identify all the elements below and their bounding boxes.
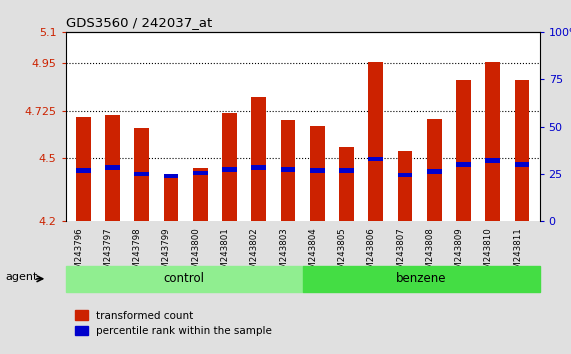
Bar [368,157,383,161]
Bar [485,158,500,162]
Text: control: control [164,272,204,285]
Text: benzene: benzene [396,272,447,285]
Bar [164,174,178,178]
Bar [76,117,91,221]
Bar [222,113,237,221]
Bar [76,169,91,173]
Bar [339,147,354,221]
Bar [66,266,303,292]
Bar [222,167,237,172]
Bar [456,162,471,167]
Bar [368,62,383,221]
Bar [105,165,120,170]
Bar [339,169,354,173]
Bar [310,126,324,221]
Bar [310,169,324,173]
Bar [485,62,500,221]
Text: agent: agent [5,273,38,282]
Bar [427,119,441,221]
Bar [193,171,207,175]
Bar [251,165,266,170]
Bar [105,115,120,221]
Bar [134,172,149,176]
Bar [427,170,441,174]
Bar [164,175,178,221]
Bar [398,151,412,221]
Bar [251,97,266,221]
Bar [134,127,149,221]
Bar [398,173,412,177]
Text: GDS3560 / 242037_at: GDS3560 / 242037_at [66,16,212,29]
Bar [514,162,529,167]
Bar [281,120,295,221]
Bar [193,167,207,221]
Bar [514,80,529,221]
Bar [281,167,295,172]
Legend: transformed count, percentile rank within the sample: transformed count, percentile rank withi… [71,306,276,340]
Bar [456,80,471,221]
Bar [303,266,540,292]
